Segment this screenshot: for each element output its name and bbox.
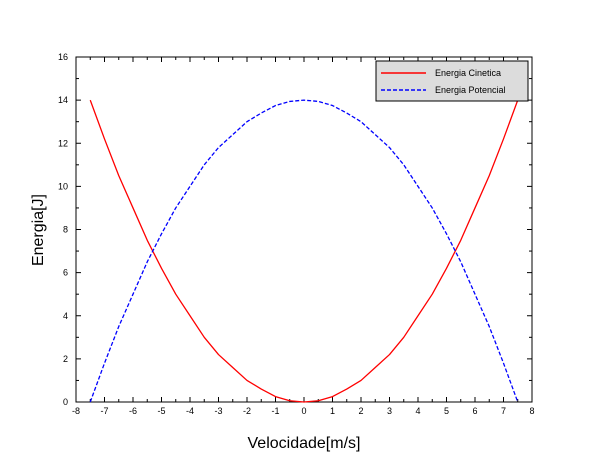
y-tick-label: 14: [58, 95, 68, 105]
x-tick-label: 3: [387, 406, 392, 416]
y-tick-label: 8: [63, 225, 68, 235]
x-tick-label: -5: [157, 406, 165, 416]
y-tick-label: 4: [63, 311, 68, 321]
x-tick-label: 2: [358, 406, 363, 416]
axis-ticks: [75, 56, 533, 403]
x-tick-label: -6: [129, 406, 137, 416]
y-tick-label: 2: [63, 354, 68, 364]
legend-label-1: Energia Potencial: [435, 85, 506, 95]
x-tick-label: 7: [501, 406, 506, 416]
series-line-1: [89, 99, 519, 403]
legend-box: [375, 60, 529, 102]
legend-label-0: Energia Cinetica: [435, 68, 501, 78]
legend: Energia Cinetica Energia Potencial: [375, 60, 529, 102]
x-tick-label: 1: [330, 406, 335, 416]
y-tick-label: 0: [63, 397, 68, 407]
x-axis-title: Velocidade[m/s]: [248, 435, 361, 452]
x-tick-label: -4: [186, 406, 194, 416]
x-tick-label: 0: [301, 406, 306, 416]
series-line-0: [89, 99, 519, 403]
x-tick-label: 4: [415, 406, 420, 416]
x-tick-label: -1: [271, 406, 279, 416]
x-tick-label: 6: [472, 406, 477, 416]
y-tick-label: 12: [58, 138, 68, 148]
plot-area: [75, 56, 533, 403]
x-tick-label: -8: [72, 406, 80, 416]
series-layer: [89, 99, 519, 403]
y-tick-label: 16: [58, 52, 68, 62]
y-axis-title: Energia[J]: [30, 194, 47, 266]
y-tick-label: 10: [58, 181, 68, 191]
x-tick-label: -2: [243, 406, 251, 416]
y-tick-label: 6: [63, 268, 68, 278]
x-tick-label: 8: [529, 406, 534, 416]
x-tick-label: 5: [444, 406, 449, 416]
x-tick-label: -3: [214, 406, 222, 416]
x-tick-label: -7: [100, 406, 108, 416]
